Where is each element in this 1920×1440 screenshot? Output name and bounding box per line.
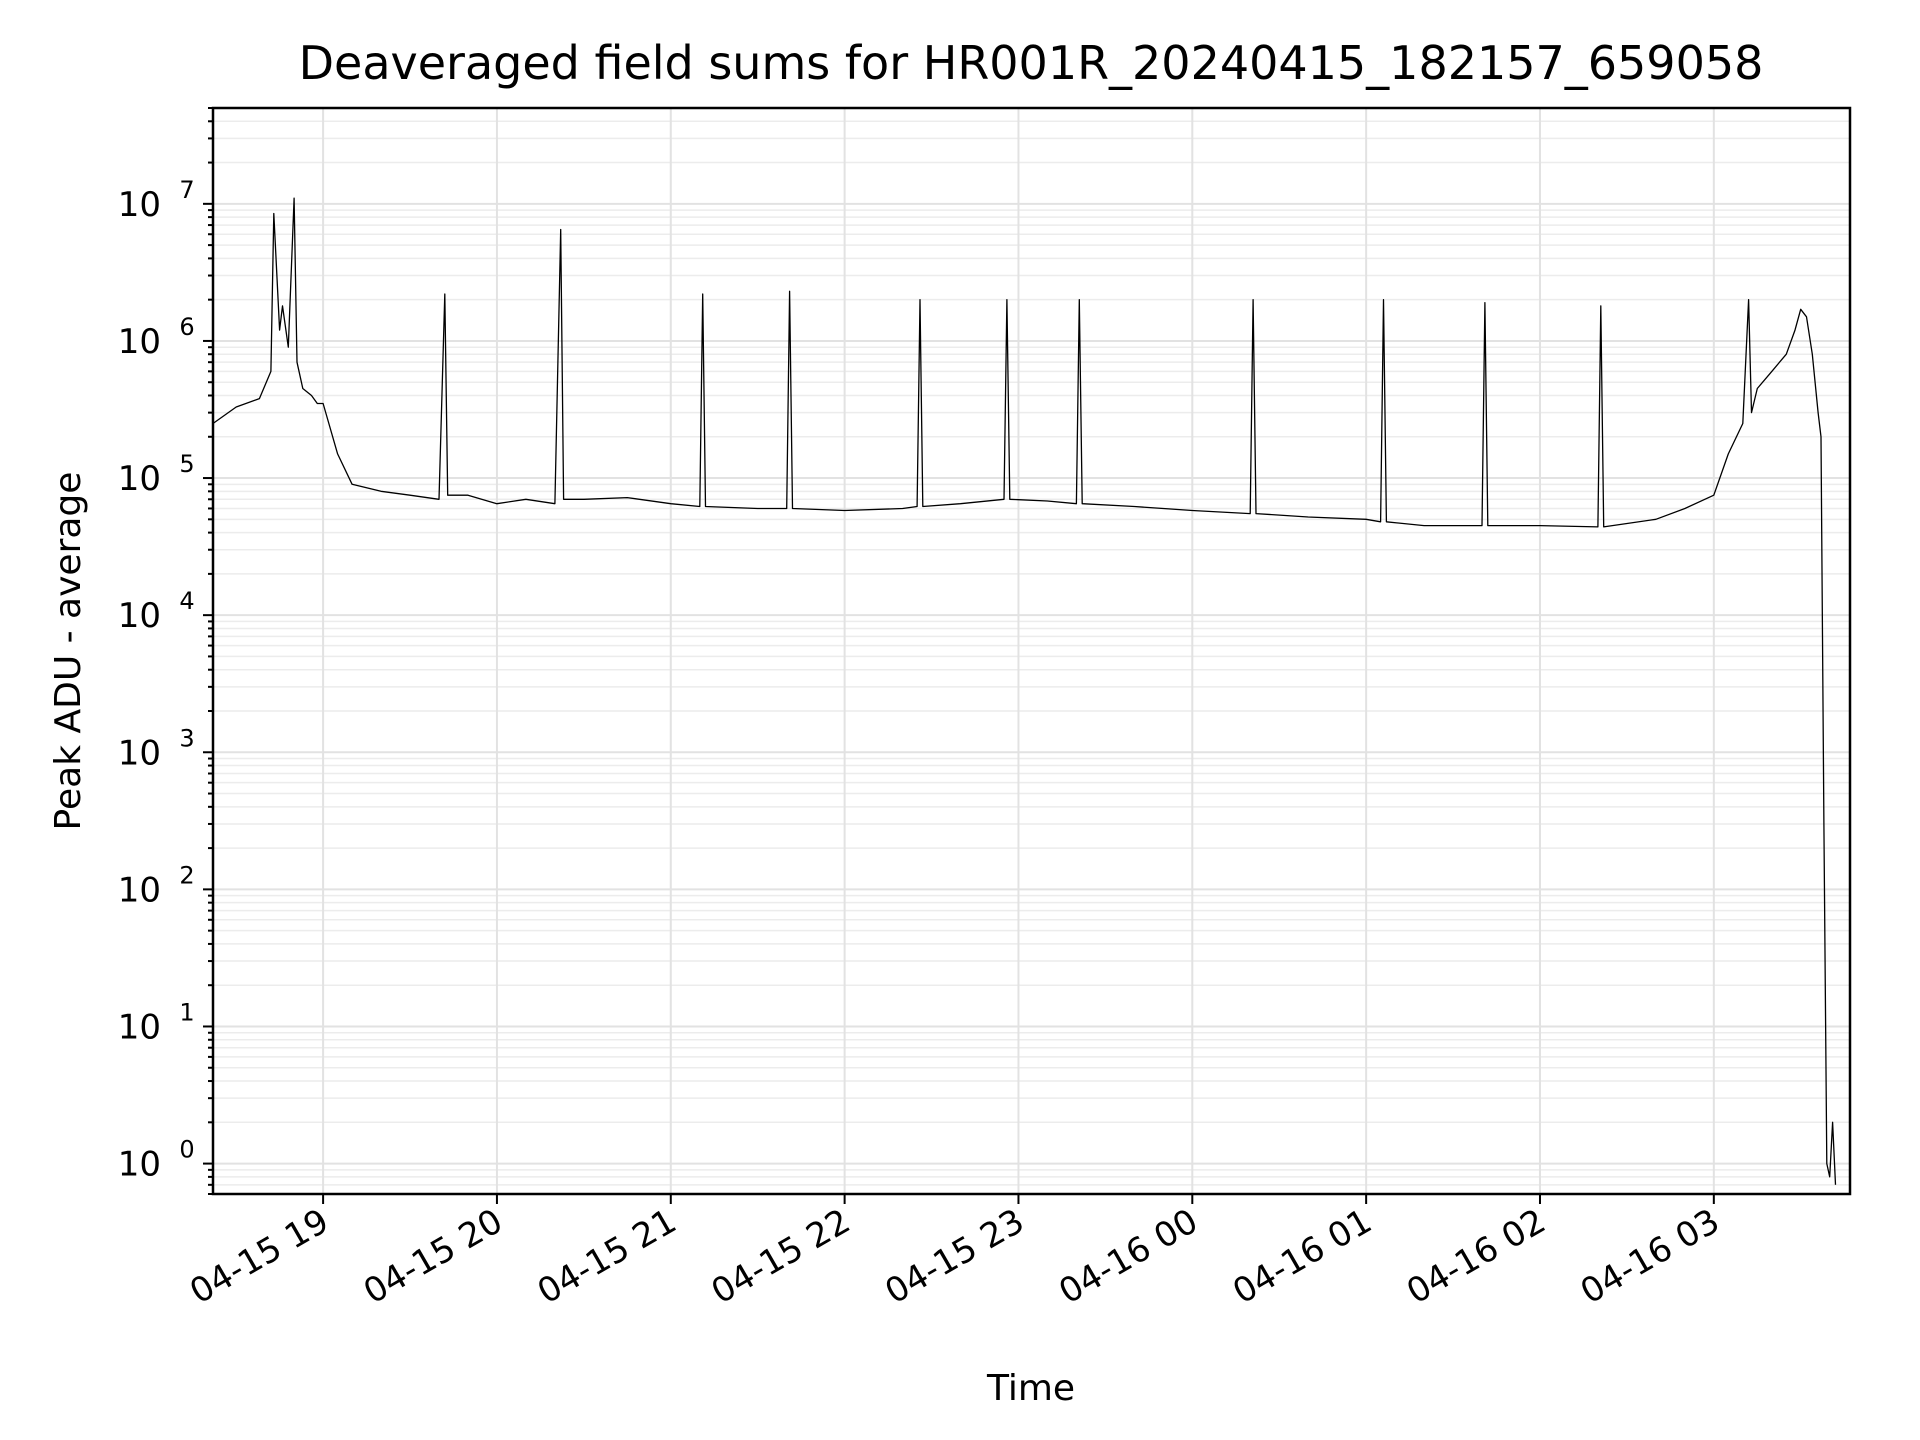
y-tick-label: 10 — [118, 733, 161, 773]
y-tick-exponent: 3 — [179, 724, 194, 752]
x-axis: 04-15 19 04-15 20 04-15 21 04-15 22 04-15 23… — [183, 1194, 1726, 1312]
y-axis: 10 0 10 1 10 2 10 3 10 4 10 5 10 6 10 7 — [118, 107, 213, 1195]
y-tick-exponent: 1 — [179, 998, 194, 1026]
series-line — [212, 197, 1837, 1185]
minor-gridlines — [213, 107, 1850, 1195]
y-tick-exponent: 0 — [179, 1136, 194, 1164]
y-tick-base: 10 — [118, 322, 161, 362]
y-axis-label: Peak ADU - average — [48, 472, 89, 831]
y-tick-base: 10 — [118, 596, 161, 636]
x-tick-label: 04-15 22 — [705, 1201, 857, 1312]
x-tick-label: 04-16 02 — [1400, 1201, 1552, 1312]
y-tick-label: 10 — [118, 185, 161, 225]
y-tick-label: 10 — [118, 322, 161, 362]
y-tick-exponent: 7 — [179, 176, 194, 204]
y-tick-label: 10 — [118, 1145, 161, 1185]
y-tick-label: 10 — [118, 596, 161, 636]
x-tick-label: 04-15 23 — [879, 1201, 1031, 1312]
y-tick-exponent: 4 — [179, 587, 194, 615]
y-tick-base: 10 — [118, 1145, 161, 1185]
y-tick-base: 10 — [118, 733, 161, 773]
x-tick-label: 04-15 19 — [183, 1201, 335, 1312]
y-tick-exponent: 6 — [179, 313, 194, 341]
y-tick-base: 10 — [118, 1007, 161, 1047]
y-tick-base: 10 — [118, 870, 161, 910]
x-axis-label: Time — [986, 1368, 1075, 1409]
y-tick-label: 10 — [118, 1007, 161, 1047]
x-tick-label: 04-15 21 — [531, 1201, 683, 1312]
x-tick-label: 04-16 00 — [1052, 1201, 1204, 1312]
x-tick-label: 04-16 01 — [1226, 1201, 1378, 1312]
y-tick-exponent: 5 — [179, 450, 194, 478]
chart-title: Deaveraged field sums for HR001R_2024041… — [299, 36, 1764, 90]
major-gridlines — [213, 108, 1850, 1194]
y-tick-exponent: 2 — [179, 861, 194, 889]
y-tick-base: 10 — [118, 185, 161, 225]
plot-frame — [211, 106, 1852, 1196]
x-tick-label: 04-15 20 — [357, 1201, 509, 1312]
y-tick-label: 10 — [118, 870, 161, 910]
y-tick-base: 10 — [118, 459, 161, 499]
y-tick-label: 10 — [118, 459, 161, 499]
x-tick-label: 04-16 03 — [1574, 1201, 1726, 1312]
